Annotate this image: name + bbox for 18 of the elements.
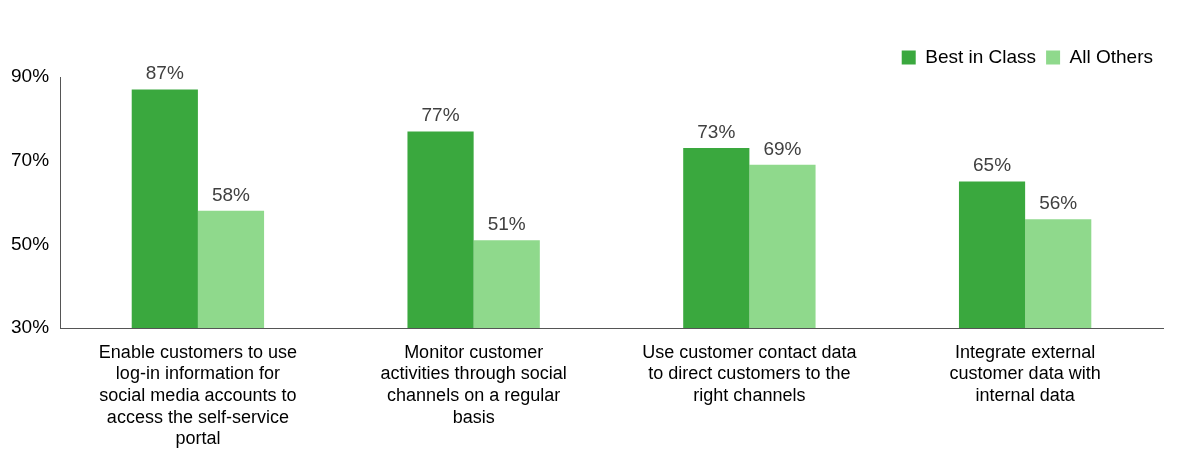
data-label: 65% <box>973 154 1012 176</box>
x-tick-label: Integrate external customer data with internal data <box>949 341 1101 405</box>
data-label: 77% <box>421 104 460 126</box>
data-label: 69% <box>763 137 802 159</box>
legend-label: Best in Class <box>925 45 1037 67</box>
y-tick-label: 30% <box>11 316 50 338</box>
y-tick-label: 50% <box>11 232 50 254</box>
y-tick-label: 90% <box>11 65 50 87</box>
data-label: 51% <box>487 212 526 234</box>
legend-label: All Others <box>1069 45 1154 67</box>
data-label: 58% <box>211 183 251 205</box>
data-label: 56% <box>1039 191 1078 213</box>
x-tick-label: Enable customers to use log-in information for social media accounts to access the self-service portal <box>98 341 297 449</box>
x-tick-label: Monitor customer activities through social channels on a regular basis <box>380 341 567 427</box>
x-tick-label: Use customer contact data to direct customers to the right channels <box>642 341 858 405</box>
data-label: 87% <box>145 62 184 84</box>
data-label: 73% <box>697 120 736 142</box>
y-tick-label: 70% <box>11 148 50 170</box>
